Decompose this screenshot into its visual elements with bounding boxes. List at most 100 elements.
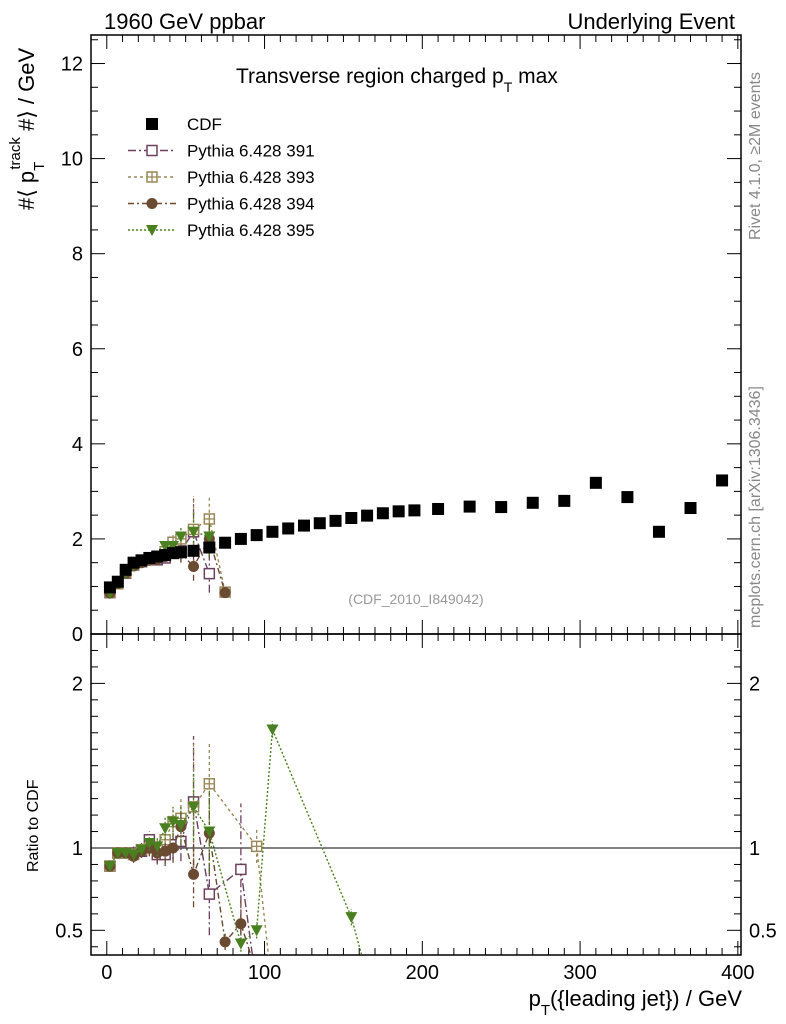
point-cdf [376, 507, 389, 520]
ratio-point-pythia-6-428-394 [188, 868, 200, 880]
point-cdf [526, 496, 539, 509]
point-cdf [219, 536, 232, 549]
point-pythia-6-428-395 [159, 541, 172, 553]
y-axis-label: #⟨ pTtrack #⟩ / GeV [7, 48, 48, 210]
point-cdf [652, 525, 665, 538]
legend-label: Pythia 6.428 394 [187, 195, 315, 214]
legend-label: Pythia 6.428 395 [187, 221, 315, 240]
x-axis-label: pT({leading jet}) / GeV [529, 986, 743, 1019]
point-pythia-6-428-394 [219, 587, 231, 599]
ratio-point-pythia-6-428-395 [151, 841, 164, 853]
legend-label: Pythia 6.428 393 [187, 168, 315, 187]
ratio-point-pythia-6-428-395 [143, 838, 156, 850]
legend: CDF Pythia 6.428 391 Pythia 6.428 393 Pythi… [128, 115, 315, 240]
ratio-point-pythia-6-428-391 [235, 863, 247, 876]
point-pythia-6-428-395 [174, 531, 187, 543]
mcplots-label: mcplots.cern.ch [arXiv:1306.3436] [747, 386, 764, 628]
ratio-tick-label: 2 [72, 673, 83, 695]
ratio-point-pythia-6-428-395 [103, 861, 116, 873]
point-cdf [174, 546, 187, 559]
point-cdf [234, 532, 247, 545]
ratio-point-pythia-6-428-393 [203, 778, 216, 790]
point-cdf [203, 541, 216, 554]
ratio-point-pythia-6-428-395 [266, 724, 279, 736]
point-cdf [716, 474, 729, 487]
point-cdf [684, 502, 697, 515]
analysis-id: (CDF_2010_I849042) [348, 591, 483, 607]
ratio-point-pythia-6-428-395 [203, 826, 216, 838]
ratio-tick-label: 1 [72, 838, 83, 860]
y-tick-label: 4 [72, 434, 83, 456]
y-tick-label: 2 [72, 529, 83, 551]
ratio-point-pythia-6-428-394 [235, 918, 247, 930]
point-cdf [463, 500, 476, 513]
ratio-point-pythia-6-428-394 [167, 842, 179, 854]
legend-marker [146, 118, 158, 130]
point-pythia-6-428-395 [187, 526, 200, 538]
point-cdf [495, 501, 508, 514]
point-pythia-6-428-394 [188, 560, 200, 572]
ratio-tick-label-right: 0.5 [749, 920, 777, 942]
point-cdf [329, 514, 342, 527]
ratio-series [103, 721, 363, 955]
ratio-point-pythia-6-428-395 [167, 816, 180, 828]
point-cdf [187, 544, 200, 557]
legend-item-pythia-6-428-393: Pythia 6.428 393 [128, 168, 315, 187]
legend-marker [146, 171, 158, 183]
point-cdf [266, 525, 279, 538]
ratio-point-pythia-6-428-393 [250, 840, 263, 853]
rivet-label: Rivet 4.1.0, ≥2M events [747, 72, 764, 240]
legend-item-pythia-6-428-395: Pythia 6.428 395 [128, 221, 315, 240]
ratio-point-pythia-6-428-395 [127, 849, 140, 861]
ratio-axes: 0 100 200 300 400 0.5 0.5 1 1 2 2 [55, 633, 777, 984]
point-cdf [250, 529, 263, 542]
ratio-point-pythia-6-428-395 [111, 847, 124, 859]
point-cdf [392, 505, 405, 518]
point-cdf [621, 491, 634, 504]
ratio-point-pythia-6-428-395 [234, 938, 247, 950]
legend-item-pythia-6-428-391: Pythia 6.428 391 [128, 142, 315, 161]
ratio-point-pythia-6-428-391 [203, 888, 216, 900]
point-pythia-6-428-391 [203, 567, 216, 580]
ratio-frame [90, 633, 742, 956]
ratio-point-pythia-6-428-395 [187, 801, 200, 813]
ratio-y-axis-label: Ratio to CDF [25, 779, 42, 872]
ratio-tick-label-right: 1 [749, 838, 760, 860]
point-cdf [408, 504, 421, 517]
ratio-tick-label-right: 2 [749, 673, 760, 695]
point-cdf [282, 522, 295, 535]
ratio-point-pythia-6-428-395 [345, 912, 358, 924]
x-tick-label: 400 [721, 962, 754, 984]
x-tick-label: 300 [563, 962, 596, 984]
point-cdf [589, 476, 602, 489]
legend-marker [146, 198, 158, 209]
x-tick-label: 0 [101, 962, 112, 984]
header-left: 1960 GeV ppbar [104, 9, 265, 34]
point-cdf [297, 519, 310, 532]
ratio-point-pythia-6-428-395 [135, 844, 148, 856]
x-tick-label: 200 [406, 962, 439, 984]
point-cdf [361, 509, 374, 522]
legend-marker [146, 144, 158, 157]
y-tick-label: 8 [72, 244, 83, 266]
point-cdf [432, 502, 445, 515]
point-cdf [313, 517, 326, 530]
ratio-point-pythia-6-428-395 [250, 925, 263, 937]
point-cdf [111, 575, 124, 588]
point-cdf [558, 494, 571, 507]
legend-label: Pythia 6.428 391 [187, 142, 315, 161]
legend-marker [146, 225, 158, 236]
y-tick-label: 10 [61, 149, 83, 171]
legend-label: CDF [187, 115, 222, 134]
legend-item-pythia-6-428-394: Pythia 6.428 394 [128, 195, 315, 214]
y-tick-label: 0 [72, 624, 83, 646]
ratio-point-pythia-6-428-394 [219, 936, 231, 948]
point-cdf [345, 512, 358, 525]
ratio-tick-label: 0.5 [55, 920, 83, 942]
ratio-point-pythia-6-428-395 [174, 819, 187, 831]
y-tick-label: 12 [61, 54, 83, 76]
main-series [103, 474, 729, 600]
header-right: Underlying Event [567, 9, 735, 34]
point-cdf [127, 556, 140, 569]
